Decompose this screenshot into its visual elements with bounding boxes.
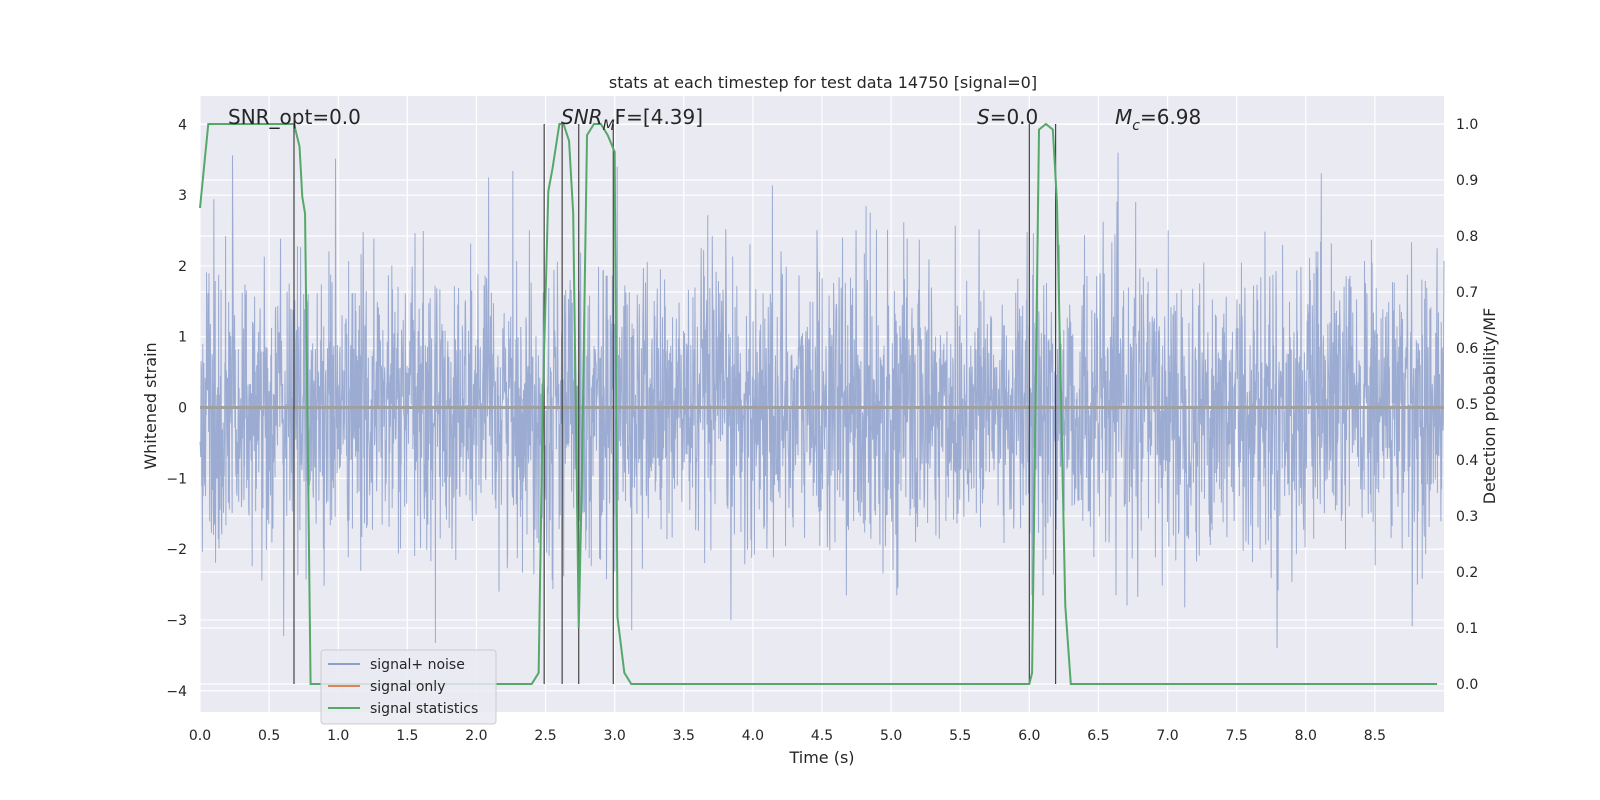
right-y-tick-label: 0.6 [1456,341,1478,357]
x-tick-label: 7.5 [1226,728,1248,744]
right-y-tick-label: 0.7 [1456,285,1478,301]
right-y-tick-label: 0.5 [1456,397,1478,413]
x-tick-label: 1.5 [396,728,418,744]
right-y-tick-labels: 1.0 0.9 0.8 0.7 0.6 0.5 0.4 0.3 0.2 0.1 0.0 [1456,117,1478,693]
x-tick-label: 0.0 [189,728,211,744]
annotation-snr-mf-subscript: M [603,118,615,134]
statistics-trace [199,122,1438,685]
marker-lines [293,124,1057,684]
x-tick-label: 2.5 [534,728,556,744]
legend-label-noise: signal+ noise [370,657,465,673]
x-tick-label: 6.5 [1087,728,1109,744]
annotation-mc-symbol: M [1115,105,1132,129]
annotation-snr-opt: SNR_opt=0.0 [228,105,361,129]
left-y-tick-label: 2 [178,259,187,275]
right-y-tick-label: 0.8 [1456,229,1478,245]
right-y-tick-label: 0.0 [1456,677,1478,693]
annotation-s: S=0.0 [977,105,1038,129]
left-y-axis-label: Whitened strain [141,342,160,469]
x-tick-label: 2.0 [465,728,487,744]
legend-label-signal-only: signal only [370,679,445,695]
annotation-mc: Mc=6.98 [1115,105,1201,134]
x-tick-label: 5.0 [880,728,902,744]
left-y-tick-label: 4 [178,117,187,133]
x-tick-label: 8.5 [1364,728,1386,744]
right-y-tick-label: 0.3 [1456,509,1478,525]
x-tick-label: 0.5 [258,728,280,744]
x-tick-label: 5.5 [949,728,971,744]
annotation-mc-value: =6.98 [1140,105,1201,129]
annotation-snr-mf: SNRMF=[4.39] [561,105,703,134]
right-y-tick-label: 0.4 [1456,453,1478,469]
annotation-s-value: =0.0 [990,105,1039,129]
right-y-tick-label: 0.2 [1456,565,1478,581]
x-tick-label: 6.0 [1018,728,1040,744]
left-y-tick-labels: 4 3 2 1 0 −1 −2 −3 −4 [166,117,187,699]
x-tick-label: 3.0 [604,728,626,744]
legend-box [320,649,497,725]
right-y-tick-label: 0.9 [1456,173,1478,189]
x-tick-label: 4.0 [742,728,764,744]
annotation-snr-mf-symbol: SNR [561,105,603,129]
legend-label-statistics: signal statistics [370,701,478,717]
left-y-tick-label: 3 [178,188,187,204]
statistics-series [199,122,1438,685]
annotation-mc-subscript: c [1132,118,1140,134]
left-y-tick-label: 0 [178,401,187,417]
left-y-tick-label: −4 [166,684,187,700]
x-tick-label: 3.5 [673,728,695,744]
right-y-tick-label: 1.0 [1456,117,1478,133]
x-tick-labels: 0.0 0.5 1.0 1.5 2.0 2.5 3.0 3.5 4.0 4.5 5.0 5.5 6.0 6… [189,728,1386,744]
x-axis-label: Time (s) [788,748,854,767]
x-tick-label: 4.5 [811,728,833,744]
left-y-tick-label: −3 [166,613,187,629]
left-y-tick-label: −2 [166,542,187,558]
x-tick-label: 7.0 [1156,728,1178,744]
legend: signal+ noise signal only signal statist… [320,649,497,725]
x-tick-label: 1.0 [327,728,349,744]
chart-title: stats at each timestep for test data 147… [609,73,1037,92]
x-tick-label: 8.0 [1295,728,1317,744]
right-y-tick-label: 0.1 [1456,621,1478,637]
annotation-s-symbol: S [977,105,990,129]
annotation-snr-mf-value: F=[4.39] [615,105,703,129]
right-y-axis-label: Detection probability/MF [1480,308,1499,505]
left-y-tick-label: −1 [166,471,187,487]
left-y-tick-label: 1 [178,330,187,346]
